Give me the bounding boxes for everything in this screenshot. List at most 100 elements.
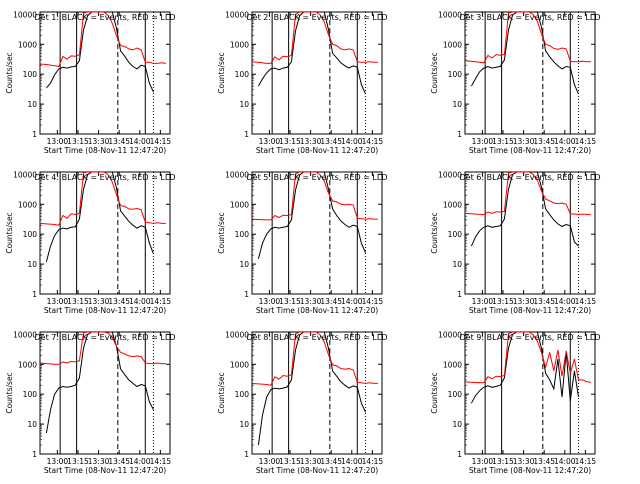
y-tick-label: 1 [32, 450, 37, 459]
y-tick-label: 10000 [13, 330, 37, 339]
y-tick-label: 100 [235, 390, 250, 399]
chart-title: Det 8: BLACK = Events, RED = LLD [247, 333, 388, 342]
y-tick-label: 10 [239, 420, 249, 429]
x-tick-label: 14:00 [554, 137, 576, 146]
chart-title: Det 4: BLACK = Events, RED = LLD [35, 173, 176, 182]
series-lld-line [465, 12, 591, 64]
y-tick-label: 10000 [13, 170, 37, 179]
x-tick-label: 13:45 [108, 297, 130, 306]
y-axis-label: Counts/sec [5, 212, 14, 253]
y-tick-label: 10000 [13, 10, 37, 19]
y-tick-label: 10000 [438, 10, 462, 19]
series-events-line [45, 172, 154, 262]
x-tick-label: 14:15 [362, 137, 384, 146]
y-tick-label: 1 [244, 450, 249, 459]
series-events-line [470, 12, 579, 95]
chart-panel-3: 1 10 100 1000 10000 13:0013:1513:3013:4514:00… [430, 10, 600, 155]
x-tick-label: 14:15 [150, 297, 172, 306]
series-lld-line [252, 172, 378, 221]
x-tick-label: 13:45 [533, 137, 555, 146]
chart-panel-4: 1 10 100 1000 10000 13:0013:1513:3013:4514:00… [5, 170, 175, 315]
plot-frame [464, 171, 596, 295]
y-tick-label: 10 [27, 100, 37, 109]
plot-frame [251, 171, 383, 295]
y-axis-label: Counts/sec [430, 212, 439, 253]
x-axis-label: Start Time (08-Nov-11 12:47:20) [256, 466, 378, 475]
x-tick-label: 13:00 [259, 297, 281, 306]
x-tick-label: 13:30 [88, 297, 110, 306]
x-tick-label: 13:45 [533, 297, 555, 306]
x-tick-label: 13:15 [67, 297, 89, 306]
series-lld-line [40, 12, 166, 68]
y-tick-label: 100 [235, 230, 250, 239]
y-tick-label: 10000 [225, 10, 249, 19]
y-tick-label: 1000 [230, 200, 249, 209]
x-tick-label: 13:30 [300, 457, 322, 466]
x-tick-label: 13:00 [47, 457, 69, 466]
y-axis-label: Counts/sec [217, 52, 226, 93]
x-tick-label: 14:15 [150, 137, 172, 146]
x-tick-label: 13:15 [279, 297, 301, 306]
x-tick-label: 14:15 [362, 457, 384, 466]
x-tick-label: 13:00 [472, 297, 494, 306]
x-tick-label: 13:45 [533, 457, 555, 466]
y-tick-label: 1000 [18, 200, 37, 209]
x-tick-label: 14:15 [575, 457, 597, 466]
y-tick-label: 10000 [225, 330, 249, 339]
y-tick-label: 1 [457, 290, 462, 299]
x-axis-label: Start Time (08-Nov-11 12:47:20) [256, 306, 378, 315]
series-lld-line [465, 172, 591, 216]
y-tick-label: 10 [452, 260, 462, 269]
series-events-line [46, 12, 154, 93]
chart-title: Det 2: BLACK = Events, RED = LLD [247, 13, 388, 22]
y-tick-label: 100 [23, 70, 38, 79]
chart-title: Det 5: BLACK = Events, RED = LLD [247, 173, 388, 182]
series-events-line [470, 332, 579, 404]
x-tick-label: 13:30 [300, 137, 322, 146]
x-tick-label: 13:30 [88, 457, 110, 466]
y-tick-label: 100 [448, 230, 463, 239]
plot-frame [464, 11, 596, 135]
y-tick-label: 1 [457, 130, 462, 139]
x-axis-label: Start Time (08-Nov-11 12:47:20) [469, 306, 591, 315]
x-tick-label: 13:30 [300, 297, 322, 306]
x-tick-label: 13:00 [472, 457, 494, 466]
x-axis-label: Start Time (08-Nov-11 12:47:20) [44, 306, 166, 315]
series-events-line [257, 12, 366, 95]
x-tick-label: 13:00 [259, 137, 281, 146]
y-tick-label: 1000 [443, 360, 462, 369]
y-tick-label: 10 [239, 100, 249, 109]
y-tick-label: 1000 [230, 40, 249, 49]
y-tick-label: 100 [23, 230, 38, 239]
x-tick-label: 13:45 [108, 457, 130, 466]
plot-frame [251, 331, 383, 455]
x-tick-label: 13:45 [320, 137, 342, 146]
y-tick-label: 10 [452, 420, 462, 429]
y-tick-label: 10000 [225, 170, 249, 179]
y-tick-label: 100 [23, 390, 38, 399]
y-axis-label: Counts/sec [5, 52, 14, 93]
x-tick-label: 13:15 [492, 457, 514, 466]
x-axis-label: Start Time (08-Nov-11 12:47:20) [469, 466, 591, 475]
y-tick-label: 1 [32, 290, 37, 299]
x-tick-label: 14:00 [554, 457, 576, 466]
x-tick-label: 13:15 [279, 457, 301, 466]
series-events-line [257, 332, 366, 446]
plot-frame [464, 331, 596, 455]
y-tick-label: 1000 [443, 200, 462, 209]
x-tick-label: 13:00 [47, 137, 69, 146]
x-tick-label: 13:00 [47, 297, 69, 306]
y-tick-label: 1 [32, 130, 37, 139]
x-tick-label: 13:15 [492, 297, 514, 306]
x-axis-label: Start Time (08-Nov-11 12:47:20) [44, 146, 166, 155]
x-tick-label: 14:15 [362, 297, 384, 306]
y-tick-label: 1 [457, 450, 462, 459]
chart-title: Det 9: BLACK = Events, RED = LLD [460, 333, 601, 342]
series-lld-line [40, 332, 166, 365]
y-tick-label: 10 [239, 260, 249, 269]
x-tick-label: 13:15 [67, 457, 89, 466]
plot-frame [251, 11, 383, 135]
plot-frame [39, 331, 171, 455]
